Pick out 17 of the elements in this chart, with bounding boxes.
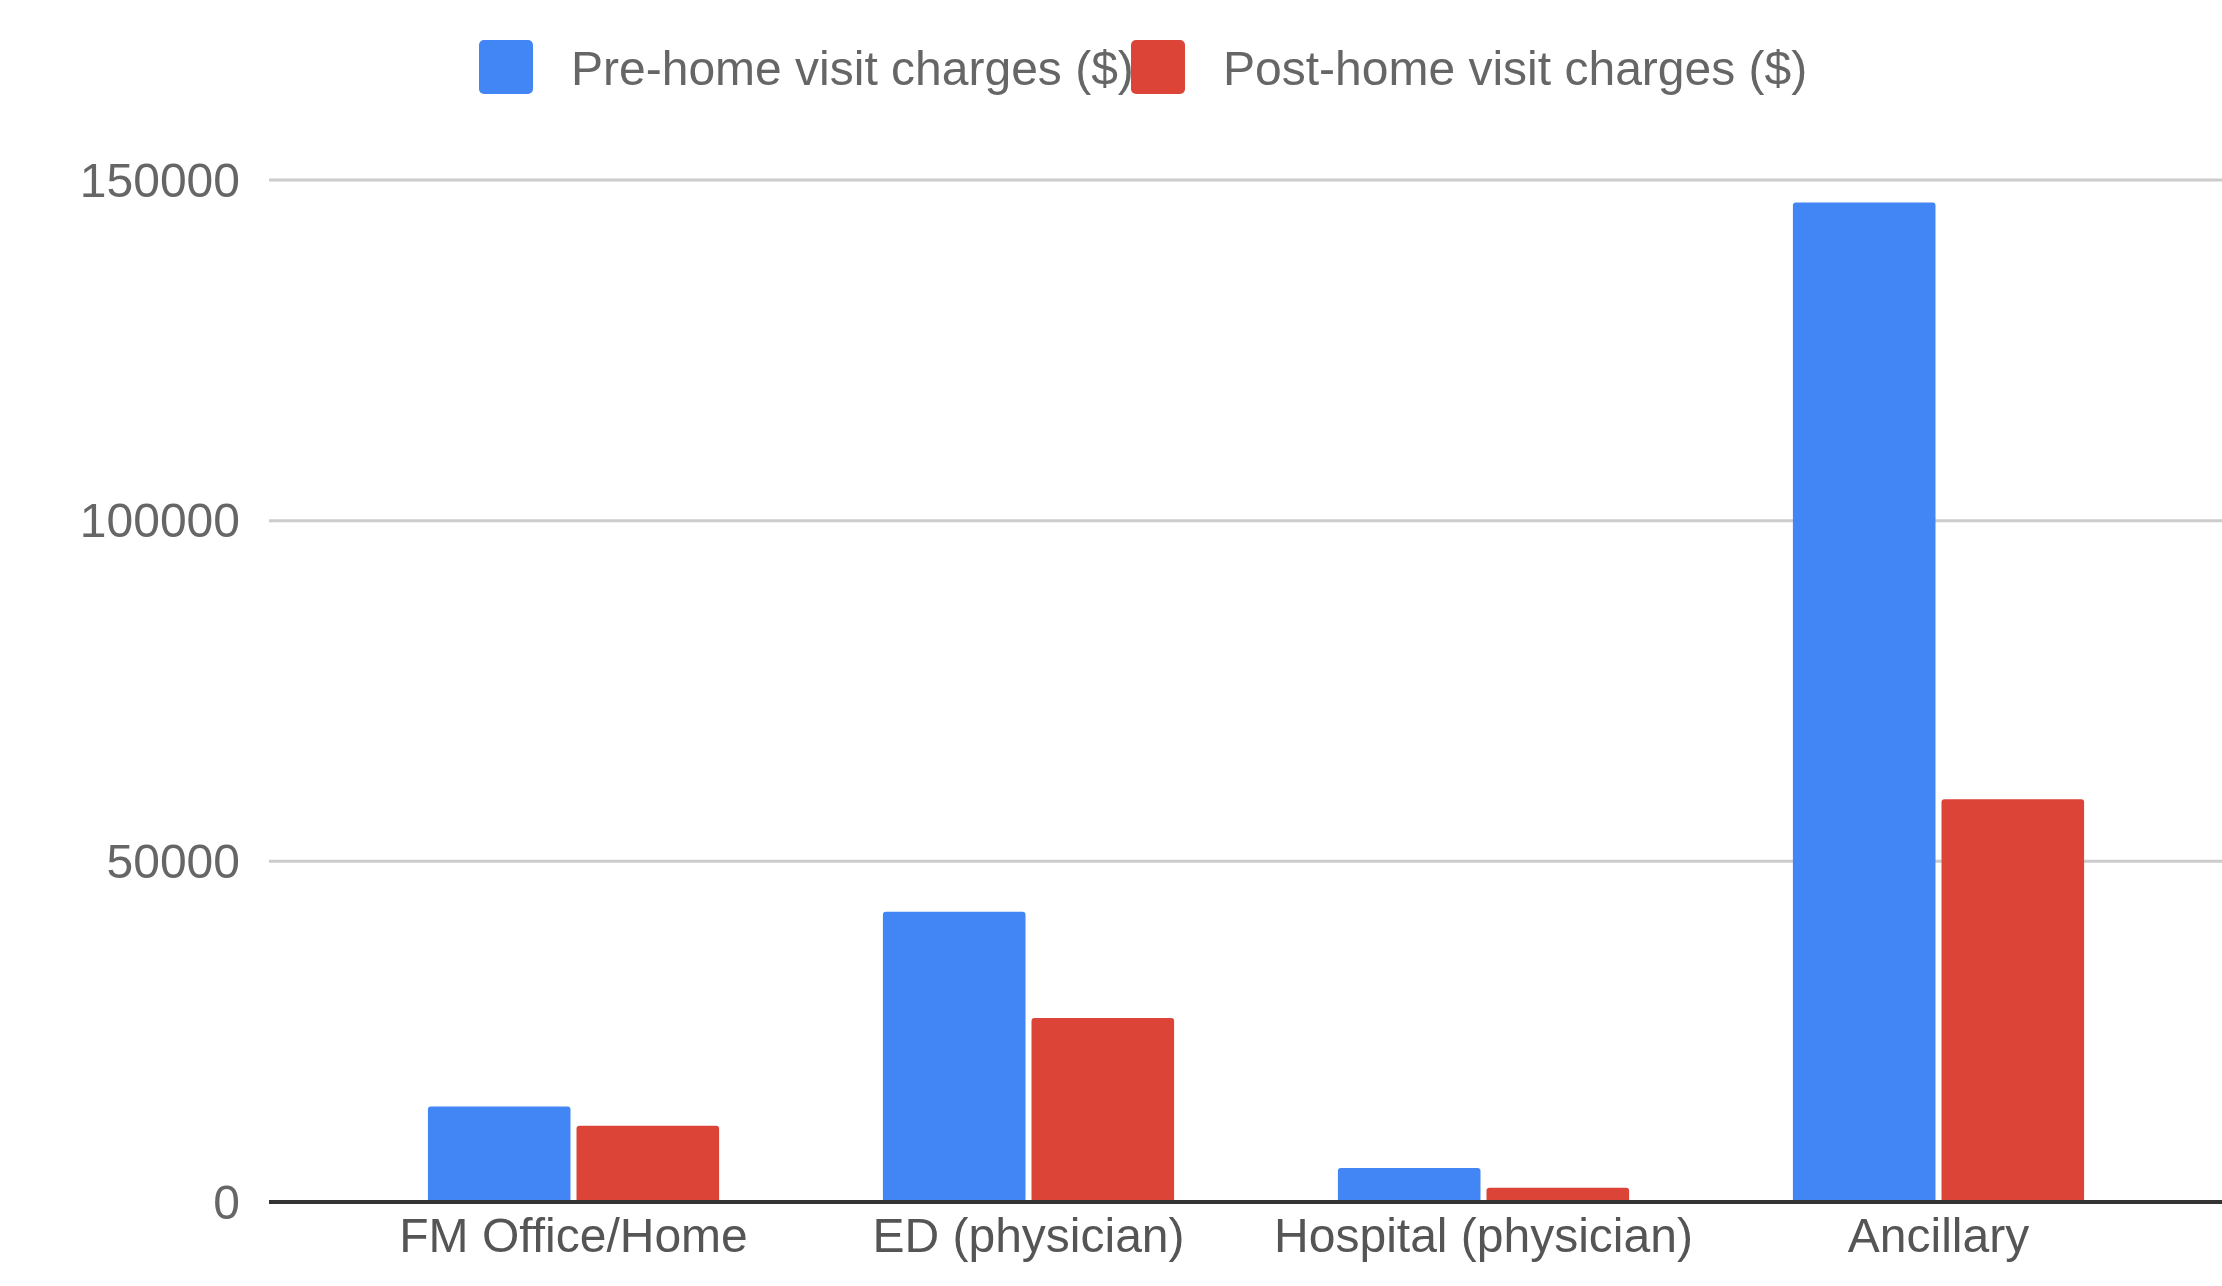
bar [1337,1167,1481,1202]
bar [427,1106,571,1202]
bar [1031,1018,1175,1202]
legend-label: Pre-home visit charges ($) [571,41,1134,95]
x-tick-label: ED (physician) [872,1209,1185,1262]
bar [882,911,1026,1202]
x-tick-label: Ancillary [1847,1209,2030,1262]
x-tick-label: FM Office/Home [399,1209,748,1262]
y-tick-label: 150000 [79,153,240,207]
y-tick-label: 50000 [106,835,240,889]
y-tick-label: 100000 [79,494,240,548]
bar [576,1125,720,1202]
bar [1792,202,1936,1202]
y-tick-label: 0 [213,1175,240,1229]
legend-label: Post-home visit charges ($) [1223,41,1808,95]
bar [1941,799,2085,1202]
x-tick-label: Hospital (physician) [1274,1209,1693,1262]
